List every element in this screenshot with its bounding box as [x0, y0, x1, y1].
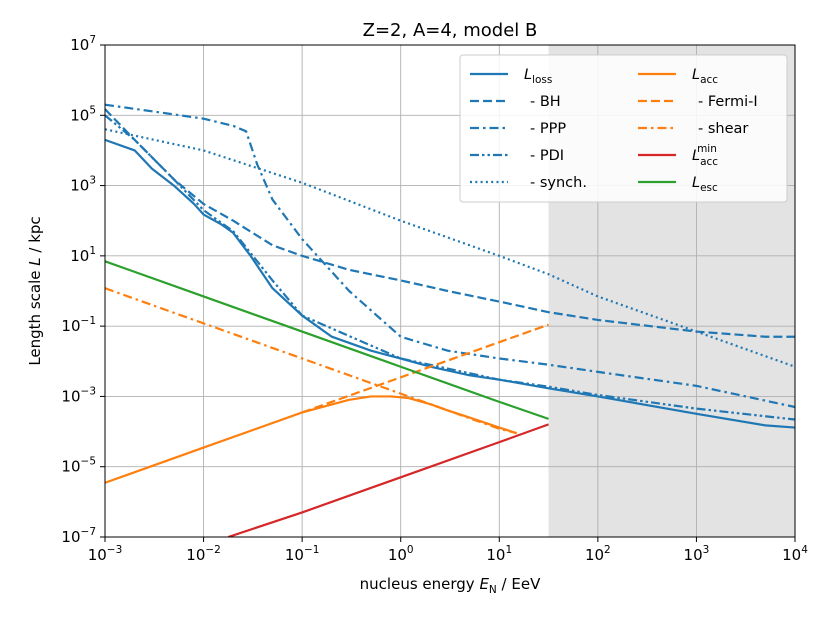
legend-label-synch: - synch.	[530, 175, 587, 191]
legend-label-l-loss: Lloss	[524, 67, 552, 86]
legend-label-ppp: - PPP	[530, 121, 566, 137]
legend-box	[459, 54, 788, 203]
x-axis-label: nucleus energy EN / EeV	[360, 575, 541, 596]
y-tick-label: 10−7	[61, 526, 96, 546]
series-lines	[105, 103, 795, 537]
chart-title: Z=2, A=4, model B	[363, 20, 538, 41]
y-tick-label: 105	[70, 104, 96, 124]
y-tick-label: 10−5	[61, 456, 96, 476]
x-tick-label: 103	[684, 544, 710, 564]
legend-label-fermi: - Fermi-I	[698, 94, 758, 110]
legend-label-l-acc-min: Laccmin	[692, 143, 718, 168]
x-tick-label: 102	[585, 544, 611, 564]
series-line-pdi	[105, 114, 795, 421]
plot-frame	[104, 44, 796, 538]
legend-label-l-acc: Lacc	[692, 67, 718, 86]
x-tick-label: 101	[486, 544, 512, 564]
y-axis-label: Length scale L / kpc	[26, 216, 44, 365]
y-tick-label: 10−3	[61, 385, 96, 405]
legend-label-bh: - BH	[530, 94, 561, 110]
y-tick-label: 10−1	[61, 315, 96, 335]
y-tick-label: 101	[70, 245, 96, 265]
y-axis-title: Length scale L / kpc	[26, 216, 44, 365]
legend-label-pdi: - PDI	[530, 148, 564, 164]
legend: Lloss - BH - PPP - PDI - synch. Lacc - Fermi-I…	[459, 54, 788, 203]
x-tick-label: 100	[388, 544, 414, 564]
series-line-l-esc	[105, 260, 549, 420]
series-line-l-loss	[105, 138, 795, 429]
x-tick-label: 10−2	[186, 544, 221, 564]
series-line-shear	[105, 287, 517, 435]
legend-label-l-esc: Lesc	[692, 175, 718, 194]
series-line-l-acc	[105, 395, 517, 484]
y-tick-label: 107	[70, 34, 96, 54]
y-tick-label: 103	[70, 175, 96, 195]
series-line-fermi	[301, 323, 549, 414]
legend-label-shear: - shear	[698, 121, 748, 137]
series-line-bh	[105, 108, 795, 338]
series-line-l-acc-min	[227, 423, 549, 537]
ticks: 10−3 10−2 10−1 100 101 102 103 104 10−7 10−5 10−3 1…	[61, 34, 808, 564]
x-axis-title: nucleus energy EN / EeV	[360, 575, 541, 596]
x-tick-label: 104	[782, 544, 808, 564]
x-tick-label: 10−1	[285, 544, 320, 564]
x-tick-label: 10−3	[88, 544, 123, 564]
series-line-synch	[105, 128, 795, 368]
